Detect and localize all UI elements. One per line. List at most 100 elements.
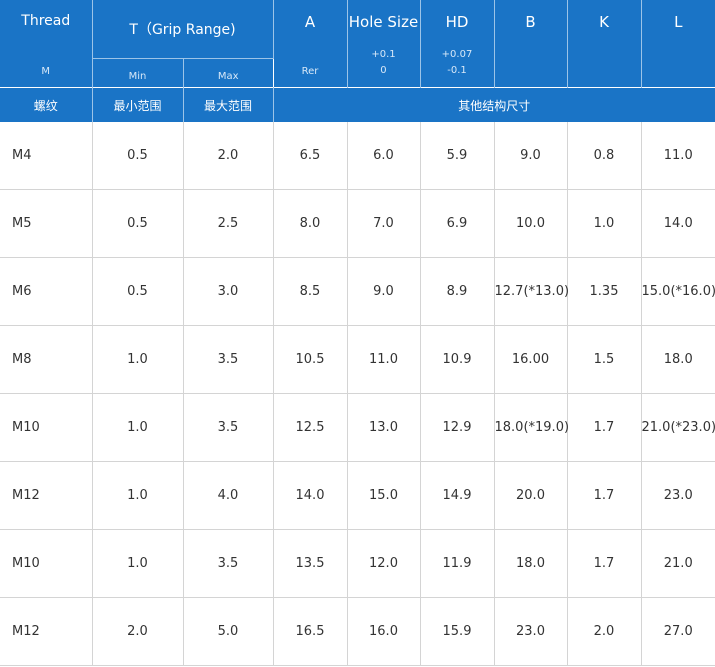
cell-k: 0.8: [567, 122, 642, 190]
cell-hd: 11.9: [420, 529, 495, 598]
table-row: M10 1.0 3.5 13.5 12.0 11.9 18.0 1.7 21.0: [0, 529, 715, 598]
cell-l: 11.0: [641, 122, 715, 190]
cell-hd: 10.9: [420, 325, 495, 394]
k-label: K: [599, 12, 609, 31]
cell-hole-size: 6.0: [347, 122, 421, 190]
min-header: Min: [92, 58, 184, 88]
cell-k: 1.7: [567, 461, 642, 530]
cell-max: 4.0: [183, 461, 274, 530]
cell-b: 9.0: [494, 122, 568, 190]
cell-min: 1.0: [92, 461, 184, 530]
cell-hole-size: 13.0: [347, 393, 421, 462]
cell-k: 1.0: [567, 189, 642, 258]
l-label: L: [674, 12, 683, 31]
cell-k: 1.5: [567, 325, 642, 394]
cell-hole-size: 7.0: [347, 189, 421, 258]
cell-hole-size: 12.0: [347, 529, 421, 598]
hole-tol-plus: +0.1: [371, 48, 396, 60]
cell-max: 3.5: [183, 529, 274, 598]
cn-max-header: 最大范围: [183, 87, 274, 122]
cell-max: 2.5: [183, 189, 274, 258]
cell-l: 18.0: [641, 325, 715, 394]
cell-thread: M10: [0, 393, 93, 462]
cell-hd: 15.9: [420, 597, 495, 666]
a-header: A Rer: [273, 0, 348, 88]
cell-b: 12.7(*13.0): [494, 257, 569, 326]
cell-a: 12.5: [273, 393, 348, 462]
cell-hole-size: 11.0: [347, 325, 421, 394]
thread-header: Thread M: [0, 0, 93, 88]
cell-max: 3.5: [183, 325, 274, 394]
max-label: Max: [217, 70, 239, 82]
cell-a: 8.0: [273, 189, 348, 258]
max-header: Max: [183, 58, 273, 88]
cell-min: 1.0: [92, 393, 184, 462]
cell-hd: 8.9: [420, 257, 495, 326]
cell-l: 21.0: [641, 529, 715, 598]
cell-thread: M4: [0, 122, 93, 190]
cell-a: 6.5: [273, 122, 348, 190]
cell-max: 3.5: [183, 393, 274, 462]
cn-min-header: 最小范围: [92, 87, 184, 122]
cell-hd: 6.9: [420, 189, 495, 258]
a-label: A: [304, 12, 316, 31]
cell-b: 16.00: [494, 325, 568, 394]
cell-a: 8.5: [273, 257, 348, 326]
table-row: M10 1.0 3.5 12.5 13.0 12.9 18.0(*19.0) 1.7 21.0(…: [0, 393, 715, 462]
cell-thread: M10: [0, 529, 93, 598]
cell-b: 20.0: [494, 461, 568, 530]
cell-thread: M12: [0, 597, 93, 666]
table-row: M6 0.5 3.0 8.5 9.0 8.9 12.7(*13.0) 1.35 15.0(*16…: [0, 257, 715, 326]
cell-min: 1.0: [92, 529, 184, 598]
cell-hole-size: 16.0: [347, 597, 421, 666]
cell-thread: M8: [0, 325, 93, 394]
a-sub-label: Rer: [301, 65, 319, 77]
cn-other-header: 其他结构尺寸: [273, 87, 715, 122]
cell-a: 14.0: [273, 461, 348, 530]
cell-a: 16.5: [273, 597, 348, 666]
cell-l: 15.0(*16.0): [641, 257, 715, 326]
hole-size-label: Hole Size: [348, 12, 419, 31]
cell-thread: M12: [0, 461, 93, 530]
cell-b: 18.0: [494, 529, 568, 598]
cell-hd: 5.9: [420, 122, 495, 190]
cell-l: 21.0(*23.0): [641, 393, 715, 462]
thread-sub-label: M: [41, 65, 51, 77]
cell-l: 27.0: [641, 597, 715, 666]
table-row: M12 2.0 5.0 16.5 16.0 15.9 23.0 2.0 27.0: [0, 597, 715, 666]
cell-hole-size: 9.0: [347, 257, 421, 326]
cell-a: 13.5: [273, 529, 348, 598]
cell-k: 1.35: [567, 257, 642, 326]
grip-range-label: T（Grip Range): [129, 22, 236, 38]
cell-max: 2.0: [183, 122, 274, 190]
hd-tol-minus: -0.1: [447, 64, 467, 76]
table-row: M4 0.5 2.0 6.5 6.0 5.9 9.0 0.8 11.0: [0, 122, 715, 190]
thread-label: Thread: [21, 12, 71, 29]
cell-k: 2.0: [567, 597, 642, 666]
hd-tol-plus: +0.07: [441, 48, 473, 60]
cell-min: 2.0: [92, 597, 184, 666]
cell-b: 10.0: [494, 189, 568, 258]
cell-hd: 14.9: [420, 461, 495, 530]
cell-k: 1.7: [567, 393, 642, 462]
l-header: L: [641, 0, 715, 88]
table-row: M5 0.5 2.5 8.0 7.0 6.9 10.0 1.0 14.0: [0, 189, 715, 258]
cell-l: 14.0: [641, 189, 715, 258]
cell-hole-size: 15.0: [347, 461, 421, 530]
cell-max: 3.0: [183, 257, 274, 326]
cell-thread: M6: [0, 257, 93, 326]
b-header: B: [494, 0, 568, 88]
grip-range-header: T（Grip Range): [92, 0, 274, 59]
table-row: M12 1.0 4.0 14.0 15.0 14.9 20.0 1.7 23.0: [0, 461, 715, 530]
cell-min: 1.0: [92, 325, 184, 394]
cell-hd: 12.9: [420, 393, 495, 462]
hole-size-header: Hole Size +0.1 0: [347, 0, 421, 88]
cell-max: 5.0: [183, 597, 274, 666]
cell-min: 0.5: [92, 189, 184, 258]
cell-thread: M5: [0, 189, 93, 258]
cn-thread-header: 螺纹: [0, 87, 93, 122]
k-header: K: [567, 0, 642, 88]
cell-k: 1.7: [567, 529, 642, 598]
cell-b: 23.0: [494, 597, 568, 666]
